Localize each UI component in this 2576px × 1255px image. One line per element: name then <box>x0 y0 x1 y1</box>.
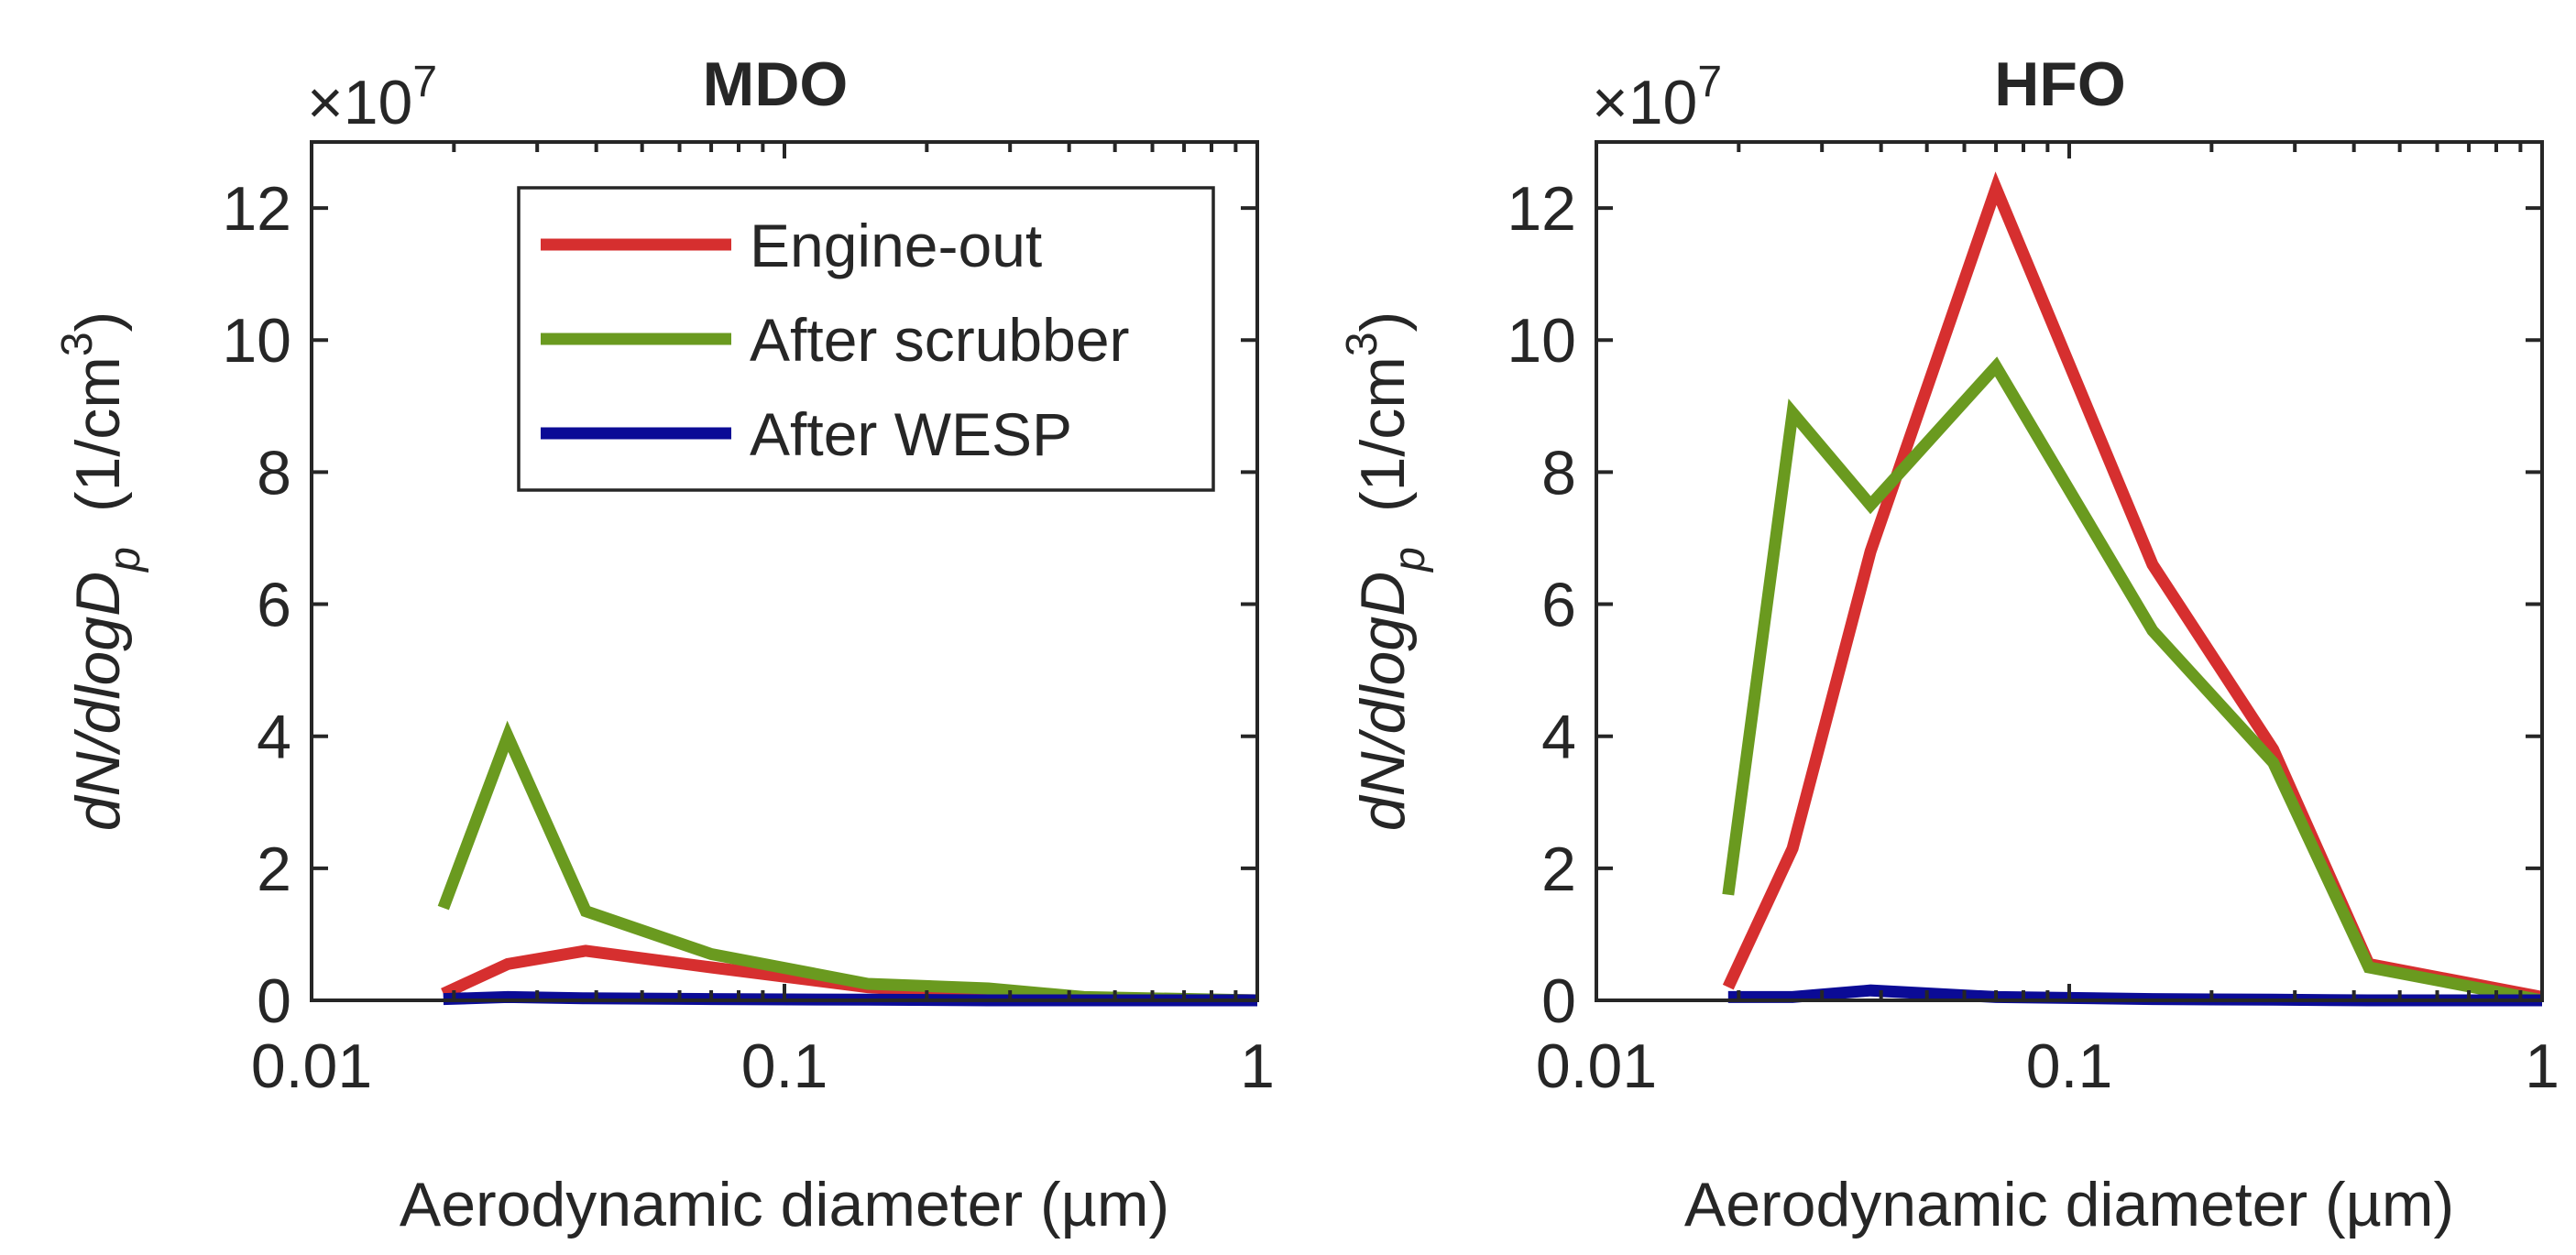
mdo-exponent-label: ×107 <box>307 58 437 137</box>
hfo-y-label-subscript: p <box>1386 547 1434 573</box>
hfo-y-label-unit-suffix: ) <box>1348 311 1418 333</box>
mdo-panel: 0 2 4 6 8 10 12 0.01 0.1 1 MDO ×107 Aerodynamic diam… <box>53 49 1275 1239</box>
hfo-axes-frame <box>1595 140 2544 1002</box>
mdo-x-tick-label: 1 <box>1240 1031 1275 1101</box>
hfo-panel: 0 2 4 6 8 10 12 0.01 0.1 1 HFO ×107 Aerodynamic diam… <box>1338 49 2560 1239</box>
mdo-x-tick-label: 0.01 <box>251 1031 372 1101</box>
mdo-y-label-unit-suffix: ) <box>63 311 133 333</box>
mdo-y-tick-label: 2 <box>257 835 291 904</box>
mdo-y-label-main: dN/dlogD <box>63 572 133 832</box>
mdo-x-axis-label: Aerodynamic diameter (µm) <box>400 1170 1169 1239</box>
hfo-exponent-label: ×107 <box>1592 58 1722 137</box>
mdo-x-tick-label: 0.1 <box>741 1031 828 1101</box>
mdo-y-tick-label: 10 <box>222 306 291 376</box>
hfo-y-tick-label: 12 <box>1507 174 1576 244</box>
mdo-legend-entry: After WESP <box>750 400 1072 468</box>
mdo-y-tick-label: 4 <box>257 703 291 772</box>
hfo-y-axis-label: dN/dlogDp (1/cm3) <box>1338 311 1434 832</box>
mdo-y-tick-label: 8 <box>257 438 291 507</box>
hfo-y-tick-label: 6 <box>1541 571 1576 640</box>
mdo-y-axis-label: dN/dlogDp (1/cm3) <box>53 311 149 832</box>
hfo-x-tick-label: 0.1 <box>2026 1031 2113 1101</box>
mdo-y-label-unit-superscript: 3 <box>53 332 102 356</box>
hfo-x-tick-label: 0.01 <box>1536 1031 1657 1101</box>
hfo-x-axis-label: Aerodynamic diameter (µm) <box>1684 1170 2454 1239</box>
mdo-exponent-prefix: ×10 <box>307 68 412 137</box>
mdo-y-tick-label: 0 <box>257 966 291 1036</box>
hfo-y-tick-label: 0 <box>1541 966 1576 1036</box>
hfo-y-label-unit-superscript: 3 <box>1338 332 1387 356</box>
mdo-y-tick-label: 12 <box>222 174 291 244</box>
mdo-series-after-scrubber-line <box>437 720 1258 1007</box>
hfo-y-tick-label: 2 <box>1541 835 1576 904</box>
hfo-title: HFO <box>1994 49 2126 119</box>
mdo-y-label-subscript: p <box>101 547 149 573</box>
hfo-y-label-unit-prefix: (1/cm <box>1348 356 1418 512</box>
hfo-series-after-scrubber-line <box>1722 356 2544 1007</box>
mdo-exponent-power: 7 <box>412 58 437 106</box>
hfo-exponent-power: 7 <box>1697 58 1722 106</box>
mdo-legend-entry: Engine-out <box>750 212 1042 279</box>
mdo-legend: Engine-out After scrubber After WESP <box>517 186 1215 492</box>
mdo-title: MDO <box>703 49 849 119</box>
hfo-exponent-prefix: ×10 <box>1592 68 1697 137</box>
mdo-y-label-unit-prefix: (1/cm <box>63 356 133 512</box>
mdo-legend-entry: After scrubber <box>750 306 1130 374</box>
hfo-y-tick-label: 8 <box>1541 438 1576 507</box>
hfo-y-tick-label: 4 <box>1541 703 1576 772</box>
hfo-y-label-main: dN/dlogD <box>1348 572 1418 832</box>
mdo-y-tick-label: 6 <box>257 571 291 640</box>
hfo-y-tick-label: 10 <box>1507 306 1576 376</box>
hfo-x-tick-label: 1 <box>2525 1031 2560 1101</box>
